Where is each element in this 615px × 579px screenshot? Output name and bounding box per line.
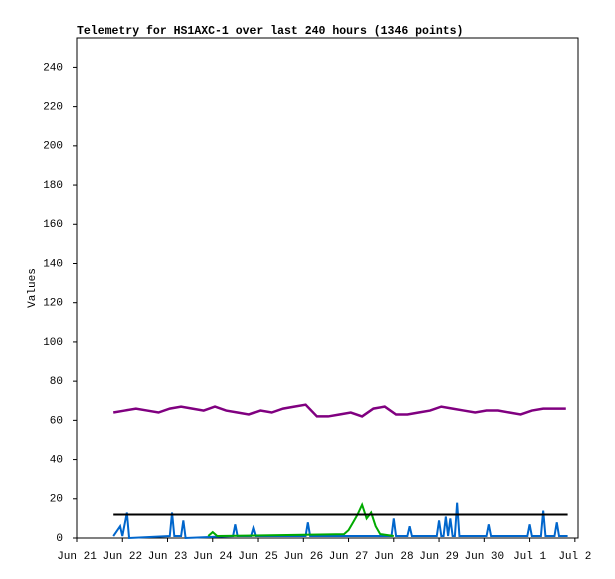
y-tick-label: 140: [43, 258, 63, 270]
y-tick-label: 160: [43, 219, 63, 231]
x-tick-label: Jun 26: [283, 551, 323, 563]
y-tick-label: 20: [50, 494, 63, 506]
y-tick-label: 80: [50, 376, 63, 388]
x-tick-label: Jun 25: [238, 551, 278, 563]
x-tick-label: Jun 27: [329, 551, 369, 563]
y-tick-label: 200: [43, 141, 63, 153]
y-tick-label: 60: [50, 415, 63, 427]
plot-frame: [76, 37, 579, 539]
y-tick-label: 40: [50, 454, 63, 466]
y-tick-label: 220: [43, 102, 63, 114]
chart-title: Telemetry for HS1AXC-1 over last 240 hou…: [77, 25, 463, 38]
y-tick-label: 0: [56, 533, 63, 545]
y-tick-label: 180: [43, 180, 63, 192]
y-tick-label: 240: [43, 62, 63, 74]
x-tick-label: Jul 2: [558, 551, 591, 563]
x-tick-label: Jun 23: [148, 551, 188, 563]
x-tick-label: Jun 29: [419, 551, 459, 563]
x-tick-label: Jun 28: [374, 551, 414, 563]
x-tick-label: Jun 30: [465, 551, 505, 563]
series-line: [112, 403, 566, 418]
y-tick-label: 100: [43, 337, 63, 349]
y-axis-label: Values: [27, 268, 39, 308]
y-tick-label: 120: [43, 298, 63, 310]
series-line: [112, 502, 568, 540]
x-tick-label: Jun 22: [102, 551, 142, 563]
x-tick-label: Jun 21: [57, 551, 97, 563]
x-tick-label: Jul 1: [513, 551, 546, 563]
x-tick-label: Jun 24: [193, 551, 233, 563]
